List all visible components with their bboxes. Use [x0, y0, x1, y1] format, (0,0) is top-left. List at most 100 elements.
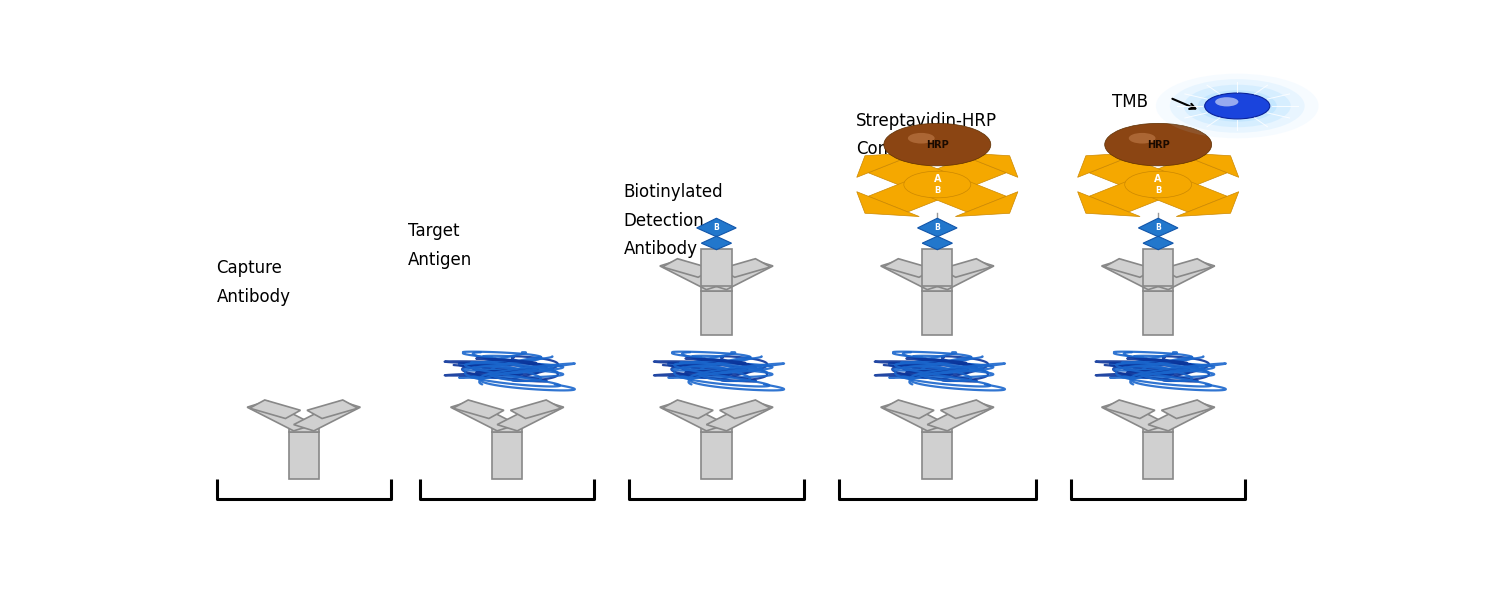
Polygon shape	[1138, 176, 1227, 212]
Polygon shape	[660, 401, 726, 431]
Polygon shape	[706, 260, 772, 290]
Text: B: B	[714, 223, 720, 232]
Polygon shape	[308, 400, 358, 419]
Polygon shape	[660, 260, 726, 290]
Text: Antibody: Antibody	[216, 288, 291, 306]
Polygon shape	[450, 401, 518, 431]
Text: Antigen: Antigen	[408, 251, 472, 269]
Circle shape	[1125, 171, 1191, 198]
Polygon shape	[918, 218, 957, 237]
Polygon shape	[1077, 152, 1140, 178]
Polygon shape	[884, 259, 934, 277]
Polygon shape	[922, 433, 952, 479]
Polygon shape	[868, 176, 957, 212]
Polygon shape	[940, 400, 992, 419]
Polygon shape	[510, 400, 561, 419]
Text: Streptavidin-HRP: Streptavidin-HRP	[856, 112, 998, 130]
Circle shape	[1215, 97, 1239, 106]
Text: Capture: Capture	[216, 259, 282, 277]
Text: A: A	[933, 174, 940, 184]
Polygon shape	[940, 259, 992, 277]
Polygon shape	[1104, 400, 1155, 419]
Polygon shape	[927, 401, 994, 431]
Polygon shape	[868, 157, 957, 193]
Polygon shape	[884, 400, 934, 419]
Polygon shape	[922, 286, 952, 291]
Polygon shape	[453, 400, 504, 419]
Polygon shape	[1176, 191, 1239, 217]
Polygon shape	[702, 286, 732, 291]
Polygon shape	[1161, 400, 1212, 419]
Circle shape	[1170, 79, 1305, 133]
Polygon shape	[918, 157, 1007, 193]
Polygon shape	[720, 259, 771, 277]
Circle shape	[1104, 124, 1212, 166]
Polygon shape	[1077, 191, 1140, 217]
Polygon shape	[696, 218, 736, 237]
Polygon shape	[918, 176, 1007, 212]
Circle shape	[1130, 133, 1155, 143]
Polygon shape	[496, 401, 564, 431]
Polygon shape	[663, 259, 712, 277]
Polygon shape	[1101, 401, 1168, 431]
Text: Complex: Complex	[856, 140, 928, 158]
Polygon shape	[492, 433, 522, 479]
Polygon shape	[248, 401, 314, 431]
Polygon shape	[1176, 152, 1239, 178]
Text: TMB: TMB	[1112, 93, 1148, 111]
Polygon shape	[1089, 176, 1178, 212]
Polygon shape	[702, 427, 732, 433]
Text: Biotinylated: Biotinylated	[624, 183, 723, 201]
Polygon shape	[1161, 259, 1212, 277]
Polygon shape	[1104, 259, 1155, 277]
Polygon shape	[1089, 157, 1178, 193]
Text: B: B	[934, 223, 940, 232]
Polygon shape	[1148, 401, 1215, 431]
Text: Detection: Detection	[624, 212, 704, 230]
Polygon shape	[880, 260, 948, 290]
Polygon shape	[288, 433, 320, 479]
Circle shape	[1204, 93, 1270, 119]
Polygon shape	[492, 427, 522, 433]
Polygon shape	[702, 249, 732, 286]
Polygon shape	[720, 400, 771, 419]
Text: HRP: HRP	[1148, 140, 1170, 149]
Polygon shape	[856, 191, 920, 217]
Circle shape	[1184, 85, 1290, 127]
Polygon shape	[956, 191, 1018, 217]
Polygon shape	[1138, 157, 1227, 193]
Text: B: B	[1155, 223, 1161, 232]
Polygon shape	[1138, 218, 1178, 237]
Text: Target: Target	[408, 223, 460, 241]
Polygon shape	[706, 401, 772, 431]
Polygon shape	[1143, 291, 1173, 335]
Circle shape	[1197, 90, 1276, 122]
Text: B: B	[934, 185, 940, 194]
Polygon shape	[663, 400, 712, 419]
Polygon shape	[922, 291, 952, 335]
Polygon shape	[1143, 236, 1173, 250]
Polygon shape	[922, 249, 952, 286]
Polygon shape	[922, 427, 952, 433]
Polygon shape	[702, 236, 732, 250]
Polygon shape	[856, 152, 920, 178]
Circle shape	[884, 124, 992, 166]
Polygon shape	[288, 427, 320, 433]
Polygon shape	[702, 433, 732, 479]
Polygon shape	[294, 401, 360, 431]
Polygon shape	[880, 401, 948, 431]
Circle shape	[908, 133, 934, 143]
Polygon shape	[1148, 260, 1215, 290]
Text: A: A	[1155, 174, 1162, 184]
Polygon shape	[702, 291, 732, 335]
Polygon shape	[956, 152, 1018, 178]
Circle shape	[1156, 74, 1318, 139]
Polygon shape	[922, 236, 952, 250]
Polygon shape	[249, 400, 300, 419]
Circle shape	[904, 171, 970, 198]
Polygon shape	[1101, 260, 1168, 290]
Text: HRP: HRP	[926, 140, 948, 149]
Polygon shape	[1143, 286, 1173, 291]
Text: B: B	[1155, 185, 1161, 194]
Polygon shape	[927, 260, 994, 290]
